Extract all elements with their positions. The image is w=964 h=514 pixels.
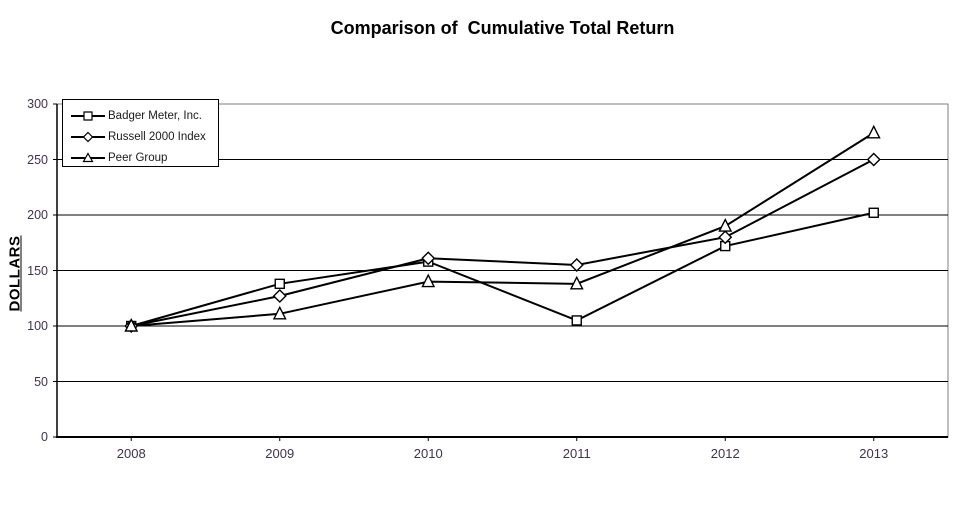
triangle-marker-2012	[718, 218, 733, 232]
xtick-label-2010: 2010	[413, 446, 443, 461]
diamond-marker-2010	[421, 251, 436, 266]
chart-title: Comparison of Cumulative Total Return	[330, 18, 675, 38]
diamond-marker-2009	[272, 289, 287, 304]
series-line-diamond	[131, 158, 875, 327]
legend-label: Badger Meter, Inc.	[108, 109, 202, 122]
legend: Badger Meter, Inc. Russell 2000 Index Peer…	[62, 99, 219, 167]
triangle-marker-2010	[421, 273, 436, 288]
legend-item-triangle: Peer Group	[70, 147, 218, 168]
legend-label: Peer Group	[108, 151, 168, 164]
ytick-label-0: 0	[41, 430, 48, 444]
xtick-label-2009: 2009	[265, 446, 295, 461]
ytick-label-100: 100	[27, 319, 48, 333]
diamond-marker-2011	[569, 257, 584, 272]
ytick-label-250: 250	[27, 152, 48, 167]
square-marker-2013	[868, 207, 879, 218]
ytick-label-300: 300	[27, 97, 48, 111]
triangle-legend-icon	[71, 151, 105, 162]
xtick-label-2008: 2008	[116, 446, 146, 461]
xtick-label-2011: 2011	[562, 446, 591, 461]
square-marker-2009	[274, 278, 285, 290]
ytick-label-200: 200	[27, 208, 48, 222]
diamond-legend-icon	[71, 131, 105, 142]
triangle-marker-2009	[272, 305, 287, 320]
ytick-label-50: 50	[34, 374, 48, 389]
ytick-label-150: 150	[27, 263, 48, 278]
triangle-marker-2011	[569, 275, 584, 290]
square-marker-2011	[571, 315, 582, 326]
legend-label: Russell 2000 Index	[108, 130, 206, 143]
series-line-square	[130, 211, 874, 327]
legend-item-square: Badger Meter, Inc.	[70, 105, 218, 126]
xtick-label-2012: 2012	[710, 446, 740, 461]
legend-item-diamond: Russell 2000 Index	[70, 126, 218, 147]
triangle-marker-2013	[866, 124, 881, 139]
square-legend-icon	[71, 110, 105, 121]
series-line-triangle	[131, 132, 875, 327]
triangle-marker-2008	[124, 317, 139, 332]
diamond-marker-2013	[866, 152, 881, 167]
xtick-label-2013: 2013	[859, 446, 889, 461]
diamond-marker-2012	[718, 230, 733, 245]
